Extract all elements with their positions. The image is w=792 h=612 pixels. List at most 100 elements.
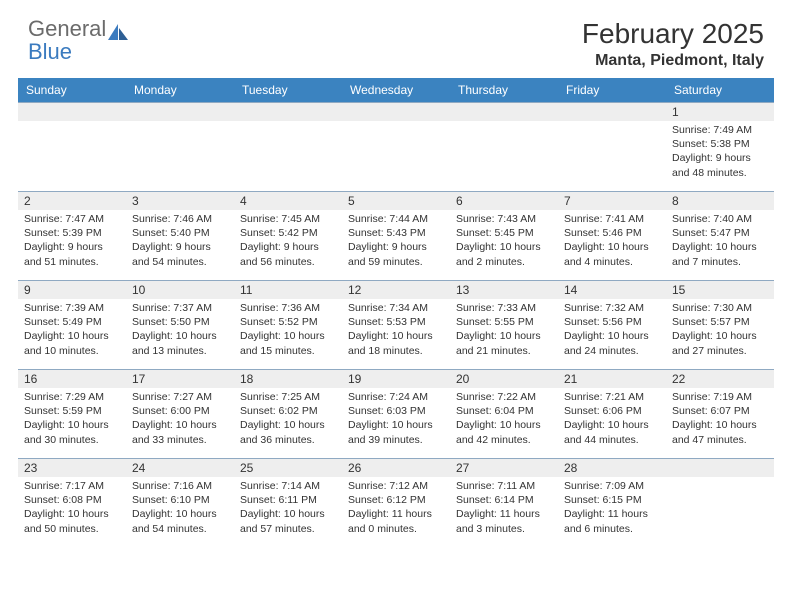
day-body: Sunrise: 7:19 AMSunset: 6:07 PMDaylight:… bbox=[666, 388, 774, 451]
day-cell: 5Sunrise: 7:44 AMSunset: 5:43 PMDaylight… bbox=[342, 192, 450, 280]
sunset-text: Sunset: 5:56 PM bbox=[564, 315, 660, 329]
day-body: Sunrise: 7:46 AMSunset: 5:40 PMDaylight:… bbox=[126, 210, 234, 273]
daylight-text: Daylight: 10 hours and 7 minutes. bbox=[672, 240, 768, 268]
day-cell: 16Sunrise: 7:29 AMSunset: 5:59 PMDayligh… bbox=[18, 370, 126, 458]
sunset-text: Sunset: 5:38 PM bbox=[672, 137, 768, 151]
day-cell bbox=[18, 103, 126, 191]
sunset-text: Sunset: 5:42 PM bbox=[240, 226, 336, 240]
day-number-bar-empty bbox=[126, 103, 234, 121]
weeks-container: 1Sunrise: 7:49 AMSunset: 5:38 PMDaylight… bbox=[18, 102, 774, 547]
daylight-text: Daylight: 10 hours and 57 minutes. bbox=[240, 507, 336, 535]
day-number-bar: 21 bbox=[558, 370, 666, 388]
day-body: Sunrise: 7:09 AMSunset: 6:15 PMDaylight:… bbox=[558, 477, 666, 540]
day-cell bbox=[126, 103, 234, 191]
sunset-text: Sunset: 5:43 PM bbox=[348, 226, 444, 240]
day-number-bar: 17 bbox=[126, 370, 234, 388]
day-number-bar: 4 bbox=[234, 192, 342, 210]
sunrise-text: Sunrise: 7:45 AM bbox=[240, 212, 336, 226]
sunrise-text: Sunrise: 7:41 AM bbox=[564, 212, 660, 226]
sunset-text: Sunset: 6:12 PM bbox=[348, 493, 444, 507]
weekday-header: Monday bbox=[126, 78, 234, 102]
day-body: Sunrise: 7:49 AMSunset: 5:38 PMDaylight:… bbox=[666, 121, 774, 184]
daylight-text: Daylight: 10 hours and 30 minutes. bbox=[24, 418, 120, 446]
day-cell: 2Sunrise: 7:47 AMSunset: 5:39 PMDaylight… bbox=[18, 192, 126, 280]
day-body: Sunrise: 7:16 AMSunset: 6:10 PMDaylight:… bbox=[126, 477, 234, 540]
sunset-text: Sunset: 6:00 PM bbox=[132, 404, 228, 418]
logo-text-blue: Blue bbox=[28, 39, 72, 64]
day-body: Sunrise: 7:37 AMSunset: 5:50 PMDaylight:… bbox=[126, 299, 234, 362]
day-body: Sunrise: 7:44 AMSunset: 5:43 PMDaylight:… bbox=[342, 210, 450, 273]
sunrise-text: Sunrise: 7:32 AM bbox=[564, 301, 660, 315]
day-number-bar-empty bbox=[342, 103, 450, 121]
week-row: 9Sunrise: 7:39 AMSunset: 5:49 PMDaylight… bbox=[18, 280, 774, 369]
day-cell: 28Sunrise: 7:09 AMSunset: 6:15 PMDayligh… bbox=[558, 459, 666, 547]
daylight-text: Daylight: 10 hours and 13 minutes. bbox=[132, 329, 228, 357]
sunrise-text: Sunrise: 7:19 AM bbox=[672, 390, 768, 404]
sunrise-text: Sunrise: 7:16 AM bbox=[132, 479, 228, 493]
day-cell: 11Sunrise: 7:36 AMSunset: 5:52 PMDayligh… bbox=[234, 281, 342, 369]
daylight-text: Daylight: 10 hours and 42 minutes. bbox=[456, 418, 552, 446]
day-number-bar: 12 bbox=[342, 281, 450, 299]
daylight-text: Daylight: 10 hours and 33 minutes. bbox=[132, 418, 228, 446]
daylight-text: Daylight: 11 hours and 3 minutes. bbox=[456, 507, 552, 535]
sunrise-text: Sunrise: 7:36 AM bbox=[240, 301, 336, 315]
sunset-text: Sunset: 6:14 PM bbox=[456, 493, 552, 507]
sunrise-text: Sunrise: 7:43 AM bbox=[456, 212, 552, 226]
day-number-bar: 16 bbox=[18, 370, 126, 388]
day-cell: 14 Sunrise: 7:32 AMSunset: 5:56 PMDayligh… bbox=[558, 281, 666, 369]
day-number-bar: 13 bbox=[450, 281, 558, 299]
day-number-bar: 7 bbox=[558, 192, 666, 210]
day-body: Sunrise: 7:41 AMSunset: 5:46 PMDaylight:… bbox=[558, 210, 666, 273]
weekday-header: Sunday bbox=[18, 78, 126, 102]
day-body: Sunrise: 7:21 AMSunset: 6:06 PMDaylight:… bbox=[558, 388, 666, 451]
day-number-bar: 27 bbox=[450, 459, 558, 477]
day-number-bar: 25 bbox=[234, 459, 342, 477]
day-cell bbox=[558, 103, 666, 191]
sunset-text: Sunset: 5:57 PM bbox=[672, 315, 768, 329]
weekday-header: Tuesday bbox=[234, 78, 342, 102]
day-number-bar: 9 bbox=[18, 281, 126, 299]
daylight-text: Daylight: 10 hours and 44 minutes. bbox=[564, 418, 660, 446]
day-body: Sunrise: 7:17 AMSunset: 6:08 PMDaylight:… bbox=[18, 477, 126, 540]
daylight-text: Daylight: 10 hours and 39 minutes. bbox=[348, 418, 444, 446]
sunset-text: Sunset: 6:06 PM bbox=[564, 404, 660, 418]
day-body: Sunrise: 7:40 AMSunset: 5:47 PMDaylight:… bbox=[666, 210, 774, 273]
day-body: Sunrise: 7:29 AMSunset: 5:59 PMDaylight:… bbox=[18, 388, 126, 451]
sunrise-text: Sunrise: 7:27 AM bbox=[132, 390, 228, 404]
daylight-text: Daylight: 10 hours and 27 minutes. bbox=[672, 329, 768, 357]
sunset-text: Sunset: 5:53 PM bbox=[348, 315, 444, 329]
sunset-text: Sunset: 6:10 PM bbox=[132, 493, 228, 507]
day-body: Sunrise: 7:22 AMSunset: 6:04 PMDaylight:… bbox=[450, 388, 558, 451]
day-number-bar: 14 bbox=[558, 281, 666, 299]
daylight-text: Daylight: 10 hours and 18 minutes. bbox=[348, 329, 444, 357]
weekday-header: Thursday bbox=[450, 78, 558, 102]
logo-text-general: General bbox=[28, 16, 106, 41]
sunset-text: Sunset: 5:55 PM bbox=[456, 315, 552, 329]
day-cell: 12Sunrise: 7:34 AMSunset: 5:53 PMDayligh… bbox=[342, 281, 450, 369]
day-body: Sunrise: 7:12 AMSunset: 6:12 PMDaylight:… bbox=[342, 477, 450, 540]
weekday-header: Wednesday bbox=[342, 78, 450, 102]
day-cell: 10Sunrise: 7:37 AMSunset: 5:50 PMDayligh… bbox=[126, 281, 234, 369]
sunrise-text: Sunrise: 7:46 AM bbox=[132, 212, 228, 226]
daylight-text: Daylight: 10 hours and 21 minutes. bbox=[456, 329, 552, 357]
day-number-bar-empty bbox=[558, 103, 666, 121]
week-row: 23Sunrise: 7:17 AMSunset: 6:08 PMDayligh… bbox=[18, 458, 774, 547]
day-cell: 20Sunrise: 7:22 AMSunset: 6:04 PMDayligh… bbox=[450, 370, 558, 458]
logo-sail-icon bbox=[108, 24, 130, 40]
day-body: Sunrise: 7:34 AMSunset: 5:53 PMDaylight:… bbox=[342, 299, 450, 362]
day-number-bar: 10 bbox=[126, 281, 234, 299]
sunset-text: Sunset: 5:39 PM bbox=[24, 226, 120, 240]
sunrise-text: Sunrise: 7:17 AM bbox=[24, 479, 120, 493]
page-header: General Blue February 2025 Manta, Piedmo… bbox=[0, 0, 792, 78]
day-cell: 17 Sunrise: 7:27 AMSunset: 6:00 PMDayligh… bbox=[126, 370, 234, 458]
day-cell: 26Sunrise: 7:12 AMSunset: 6:12 PMDayligh… bbox=[342, 459, 450, 547]
sunset-text: Sunset: 6:08 PM bbox=[24, 493, 120, 507]
weekday-header: Saturday bbox=[666, 78, 774, 102]
day-number-bar: 2 bbox=[18, 192, 126, 210]
sunrise-text: Sunrise: 7:44 AM bbox=[348, 212, 444, 226]
day-number-bar: 24 bbox=[126, 459, 234, 477]
week-row: 2Sunrise: 7:47 AMSunset: 5:39 PMDaylight… bbox=[18, 191, 774, 280]
sunset-text: Sunset: 6:04 PM bbox=[456, 404, 552, 418]
daylight-text: Daylight: 10 hours and 24 minutes. bbox=[564, 329, 660, 357]
day-number-bar-empty bbox=[666, 459, 774, 477]
